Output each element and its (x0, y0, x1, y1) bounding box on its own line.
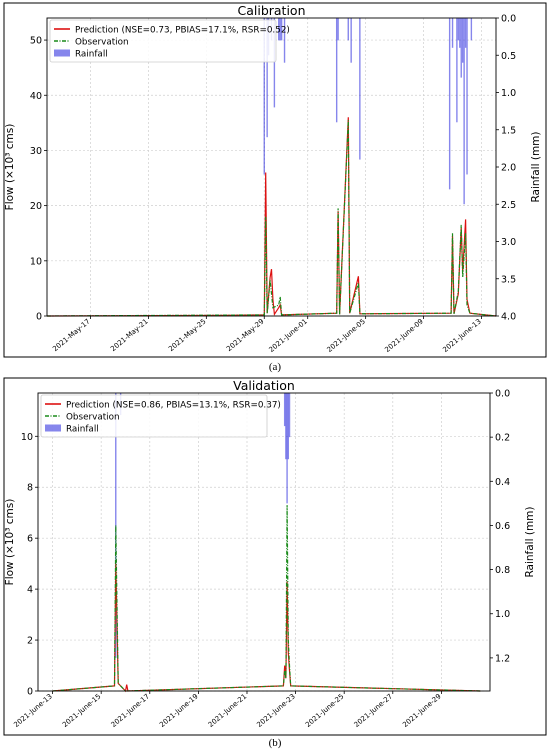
legend-label: Prediction (NSE=0.73, PBIAS=17.1%, RSR=0… (75, 25, 290, 35)
y2-tick-label: 1.5 (501, 125, 516, 136)
rainfall-bar (279, 18, 281, 41)
rainfall-bar (285, 393, 287, 460)
y2-tick-label: 0.8 (495, 565, 510, 576)
legend-swatch-rainfall (54, 49, 70, 57)
y2-tick-label: 0.5 (501, 51, 516, 62)
panel-label-b: (b) (268, 737, 282, 749)
y2-tick-label: 3.0 (501, 237, 516, 248)
figure-frame (3, 377, 547, 736)
y-tick-label: 20 (30, 201, 42, 212)
y-tick-label: 8 (27, 483, 33, 494)
y-tick-label: 0 (27, 687, 33, 698)
y2-tick-label: 1.0 (495, 609, 510, 620)
rainfall-bar (287, 393, 290, 460)
legend-box (40, 394, 268, 438)
rainfall-bar (448, 18, 451, 190)
rainfall-bar (266, 18, 268, 138)
rainfall-bar (263, 18, 265, 175)
calibration-chart: Calibration 0 10 20 30 40 50 0.0 0.5 1.0 1.5 2.0 2.5… (3, 2, 547, 358)
y2-tick-label: 3.5 (501, 274, 516, 285)
rainfall-bar (283, 393, 286, 427)
y2-tick-label: 2.0 (501, 163, 516, 174)
rainfall-bar (350, 18, 352, 63)
legend-label: Rainfall (75, 49, 108, 59)
y2-tick-label: 2.5 (501, 200, 516, 211)
rainfall-bar (359, 18, 361, 160)
legend-label: Rainfall (66, 424, 99, 434)
rainfall-bar (470, 18, 473, 41)
y-axis-label: Flow (×10³ cms) (4, 124, 16, 211)
rainfall-bar (451, 18, 454, 48)
y-tick-label: 0 (36, 312, 42, 323)
y2-tick-label: 0.2 (495, 433, 510, 444)
y-tick-label: 6 (27, 534, 33, 545)
rainfall-bar (463, 18, 465, 205)
rainfall-bar (461, 18, 464, 63)
rainfall-bar (456, 18, 458, 123)
rainfall-bar (273, 18, 276, 108)
legend-label: Prediction (NSE=0.86, PBIAS=13.1%, RSR=0… (66, 400, 281, 410)
y-tick-label: 30 (30, 146, 42, 157)
rainfall-bar (460, 18, 462, 78)
rainfall-bar (459, 18, 461, 48)
y2-tick-label: 0.4 (495, 477, 510, 488)
rainfall-bar (288, 393, 291, 438)
y2-tick-label: 4.0 (501, 312, 516, 323)
y2-tick-label: 1.2 (495, 653, 510, 664)
y-tick-label: 10 (21, 432, 33, 443)
y-tick-label: 4 (27, 585, 33, 596)
y2-axis-label: Rainfall (mm) (530, 131, 542, 202)
y-tick-label: 40 (30, 91, 42, 102)
y-tick-label: 50 (30, 36, 42, 47)
legend-label: Observation (75, 37, 129, 47)
rainfall-bar (464, 18, 467, 48)
y2-axis-label: Rainfall (mm) (524, 506, 536, 577)
rainfall-bar (280, 18, 283, 41)
plot-area-border (37, 392, 491, 692)
chart-title: Calibration (237, 3, 305, 18)
legend-box (49, 19, 277, 63)
rainfall-bar (466, 18, 468, 175)
rainfall-bar (335, 18, 338, 123)
y2-tick-label: 0.6 (495, 521, 510, 532)
validation-chart: Validation02468100.00.20.40.60.81.01.220… (3, 377, 547, 736)
rainfall-bar (337, 18, 339, 41)
y-tick-label: 2 (27, 636, 33, 647)
y-tick-label: 10 (30, 256, 42, 267)
observation-series-line (46, 120, 497, 317)
rainfall-bar (278, 18, 280, 41)
y2-tick-label: 0.0 (501, 14, 516, 25)
observation-series-line (52, 505, 481, 692)
rainfall-bar (286, 393, 288, 504)
legend-swatch-rainfall (45, 424, 61, 432)
legend-label: Observation (66, 412, 120, 422)
rainfall-bar (283, 18, 286, 63)
rainfall-bar (457, 18, 460, 41)
y2-tick-label: 0.0 (495, 389, 510, 400)
y-axis-label: Flow (×10³ cms) (4, 499, 16, 586)
rainfall-bar (347, 18, 349, 41)
rainfall-bar (115, 393, 117, 658)
panel-label-a: (a) (268, 361, 282, 373)
y2-tick-label: 1.0 (501, 88, 516, 99)
chart-title: Validation (233, 378, 295, 393)
